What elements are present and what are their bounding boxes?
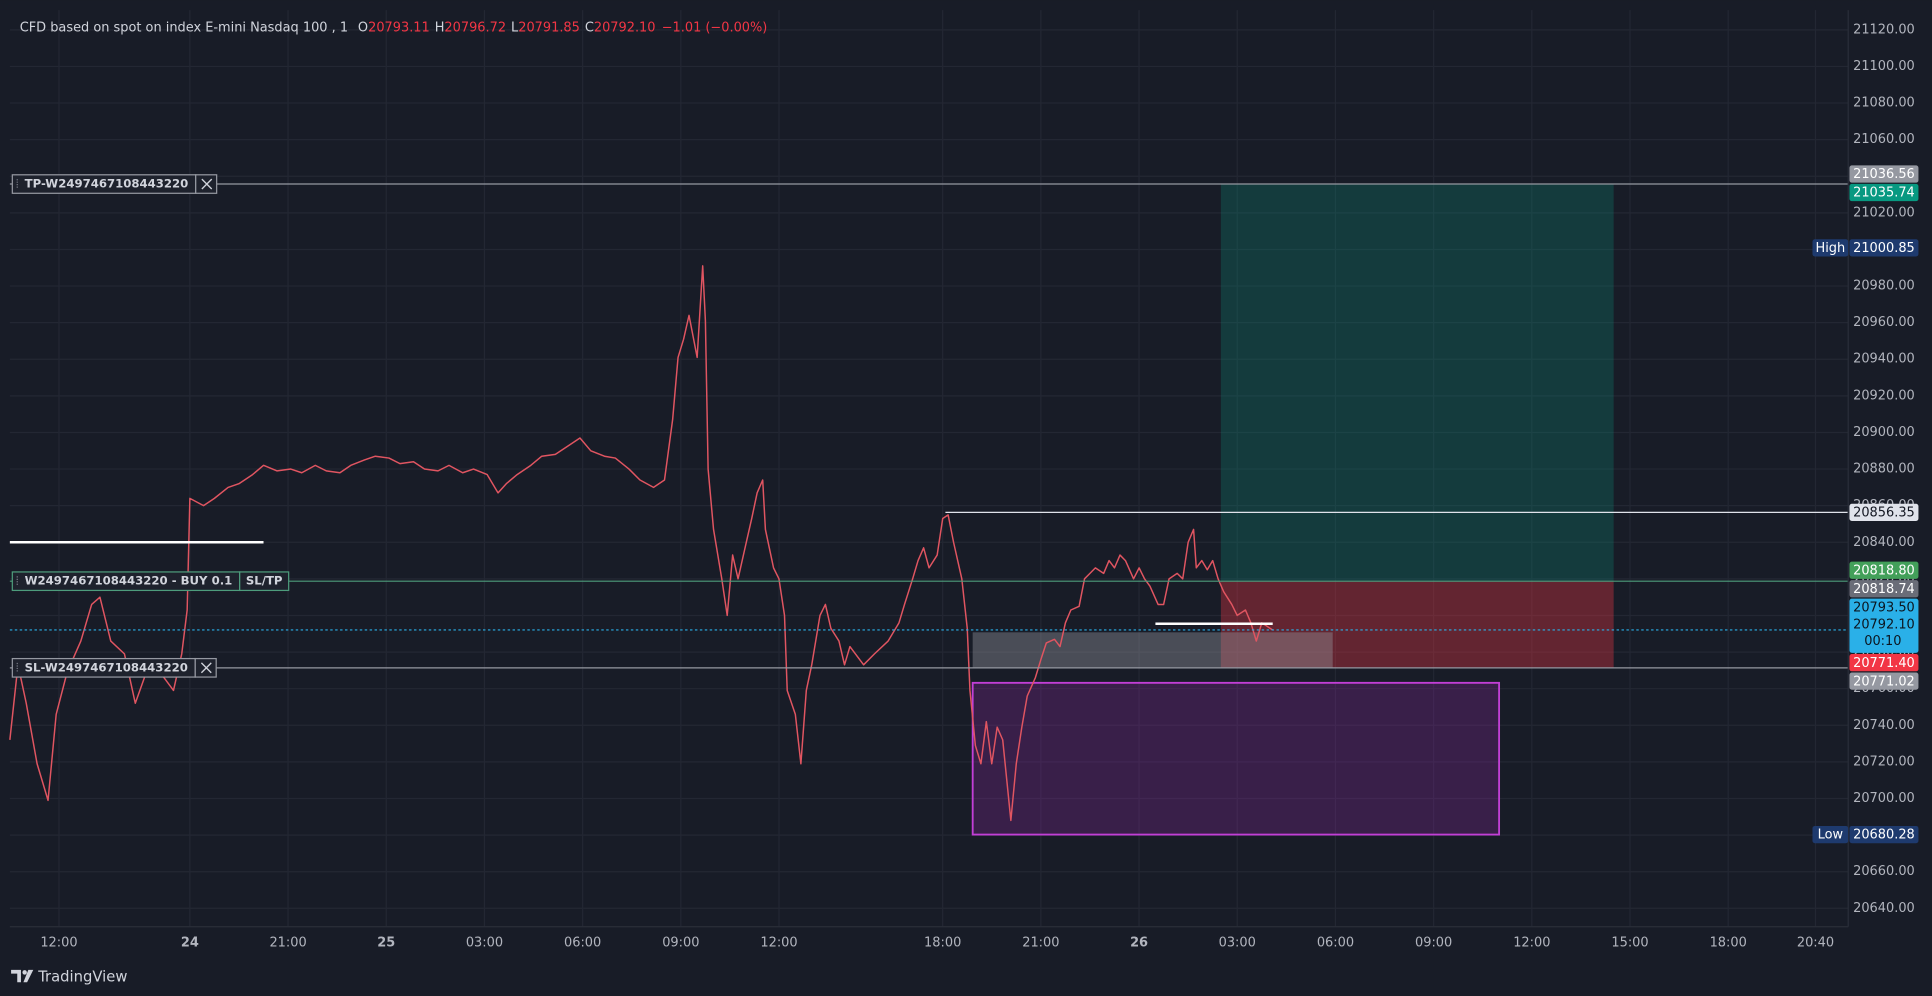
tradingview-logo [11,969,34,983]
x-tick-label: 09:00 [662,935,699,950]
y-tick-label: 21020.00 [1853,205,1915,220]
price-badge [1849,183,1919,202]
action-text: SL/TP [246,574,283,588]
y-tick-label: 21080.00 [1853,96,1915,111]
price-badge [1849,580,1919,598]
price-badge [1849,654,1919,672]
order-label: W2497467108443220 - BUY 0.1 SL/TP [11,571,290,592]
y-tick-label: 20840.00 [1853,535,1915,550]
change: −1.01 (−0.00%) [662,20,768,35]
action-button[interactable]: SL/TP [239,571,290,592]
price-line [9,265,1274,822]
ohlc-value: 20793.11 [368,20,430,35]
y-tick-label: 20920.00 [1853,388,1915,403]
y-tick-label: 21120.00 [1853,22,1915,37]
x-tick-label: 18:00 [1710,935,1747,950]
badge-tag-text: High [1815,241,1845,256]
close-button[interactable] [195,174,218,194]
y-tick-label: 20660.00 [1853,864,1915,879]
price-badge [1849,503,1919,521]
brand: TradingView [37,968,127,985]
x-tick-label: 26 [1130,935,1148,950]
order-label: SL-W2497467108443220 [11,657,217,678]
badge-price: 20793.50 [1853,600,1915,615]
price-badge [1849,239,1919,257]
x-tick-label: 03:00 [466,935,503,950]
badge-tag [1812,239,1849,257]
y-tick-label: 20960.00 [1853,315,1915,330]
y-tick-label: 20640.00 [1853,901,1915,916]
badge-price: 20680.28 [1853,828,1915,843]
ohlc-key: O [358,20,368,35]
y-tick-label: 20980.00 [1853,279,1915,294]
price-badge [1849,672,1919,690]
x-tick-label: 03:00 [1219,935,1256,950]
x-tick-label: 12:00 [760,935,797,950]
x-tick-label: 18:00 [924,935,961,950]
symbol-title: CFD based on spot on index E-mini Nasdaq… [20,20,348,35]
ohlc-key: L [511,20,519,35]
badge-price: 20792.10 [1853,618,1915,633]
zone [1220,184,1614,582]
close-icon [200,662,212,674]
order-text: W2497467108443220 - BUY 0.1 [25,574,233,588]
close-button[interactable] [194,657,217,678]
x-tick-label: 09:00 [1415,935,1452,950]
x-tick-label: 12:00 [40,935,77,950]
order-text: TP-W2497467108443220 [25,177,189,191]
price-badge [1849,825,1919,844]
zone [1220,581,1614,668]
header: CFD based on spot on index E-mini Nasdaq… [20,20,768,35]
x-tick-label: 20:40 [1797,935,1834,950]
x-tick-label: 15:00 [1611,935,1648,950]
badge-tag-text: Low [1818,828,1844,843]
x-tick-label: 21:00 [1022,935,1059,950]
close-icon [201,178,213,190]
y-tick-label: 20720.00 [1853,754,1915,769]
y-tick-label: 20700.00 [1853,791,1915,806]
badge-price: 20856.35 [1853,505,1915,520]
x-tick-label: 12:00 [1513,935,1550,950]
price-badge [1849,598,1919,653]
badge-price: 20771.02 [1853,674,1915,689]
ohlc-value: 20792.10 [594,20,656,35]
order-text: SL-W2497467108443220 [25,660,188,674]
badge-price: 20771.40 [1853,656,1915,671]
y-tick-label: 20740.00 [1853,718,1915,733]
zone [972,632,1333,668]
price-badge [1849,165,1919,183]
x-tick-label: 25 [377,935,395,950]
action-box [239,571,290,592]
badge-price: 21036.56 [1853,167,1915,182]
y-tick-label: 20880.00 [1853,462,1915,477]
y-tick-label: 20900.00 [1853,425,1915,440]
badge-price: 20818.74 [1853,582,1915,597]
ohlc-value: 20791.85 [518,20,580,35]
x-tick-label: 06:00 [564,935,601,950]
zone [971,681,1501,836]
x-tick-label: 06:00 [1317,935,1354,950]
plot [9,10,1849,927]
badge-tag [1812,825,1849,844]
ohlc-value: 20796.72 [444,20,506,35]
order-label: TP-W2497467108443220 [11,174,218,194]
x-tick-label: 24 [181,935,199,950]
badge-price: 21000.85 [1853,241,1915,256]
y-tick-label: 20940.00 [1853,352,1915,367]
y-tick-label: 21060.00 [1853,132,1915,147]
badge-price: 21035.74 [1853,186,1915,201]
badge-countdown: 00:10 [1864,634,1901,649]
price-badge [1849,561,1919,579]
y-tick-label: 21100.00 [1853,59,1915,74]
x-tick-label: 21:00 [269,935,306,950]
ohlc-key: C [585,20,594,35]
ohlc-key: H [435,20,445,35]
badge-price: 20818.80 [1853,563,1915,578]
